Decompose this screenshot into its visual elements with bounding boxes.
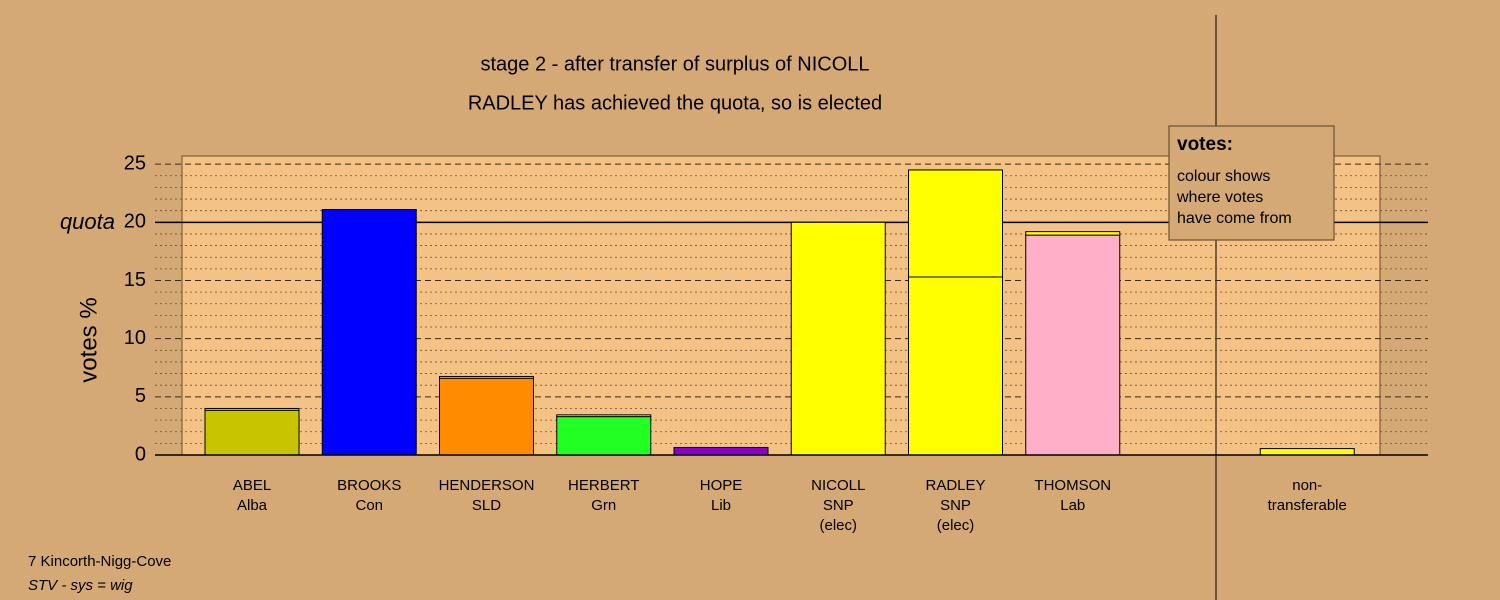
bar-segment: [321, 209, 417, 456]
legend-box: [1168, 125, 1335, 241]
legend-text: where votes: [1176, 189, 1263, 206]
bar-segment: [908, 276, 1003, 456]
x-tick-label: SNP: [823, 497, 854, 514]
y-axis-label: votes %: [75, 297, 102, 382]
bar-segment: [1025, 231, 1121, 236]
x-tick-label: SLD: [472, 497, 501, 514]
x-tick-label: transferable: [1268, 497, 1347, 514]
legend-text: colour shows: [1177, 168, 1270, 185]
footer: STV - sys = wig: [28, 577, 133, 594]
x-tick-label: HOPE: [700, 477, 743, 494]
y-tick-label: 10: [124, 327, 146, 349]
x-tick-label: Grn: [591, 497, 616, 514]
x-tick-label: HENDERSON: [439, 477, 535, 494]
x-tick-label: (elec): [819, 517, 857, 534]
y-tick-label: 15: [124, 269, 146, 291]
y-tick-label: 20: [124, 211, 146, 233]
bar-segment: [1025, 234, 1121, 456]
bar-segment: [439, 377, 534, 456]
x-tick-label: RADLEY: [925, 477, 985, 494]
bar-segment: [556, 414, 652, 418]
y-tick-label: 25: [124, 152, 146, 174]
x-tick-label: Lib: [711, 497, 731, 514]
chart-subtitle: RADLEY has achieved the quota, so is ele…: [468, 92, 882, 114]
bar-segment: [1259, 448, 1355, 456]
chart-title: stage 2 - after transfer of surplus of N…: [480, 53, 869, 75]
legend-title: votes:: [1177, 134, 1233, 155]
x-tick-label: (elec): [937, 517, 975, 534]
legend-text: have come from: [1177, 210, 1292, 227]
x-tick-label: Con: [355, 497, 383, 514]
bar-segment: [439, 375, 534, 379]
y-tick-label: 0: [135, 443, 146, 465]
x-tick-label: ABEL: [233, 477, 271, 494]
x-tick-label: NICOLL: [811, 477, 865, 494]
y-tick-label: 5: [135, 385, 146, 407]
bar-segment: [790, 221, 886, 456]
x-tick-label: Lab: [1060, 497, 1085, 514]
bar-segment: [204, 409, 300, 456]
x-tick-label: HERBERT: [568, 477, 639, 494]
x-tick-label: non-: [1292, 477, 1322, 494]
x-tick-label: THOMSON: [1034, 477, 1111, 494]
x-tick-label: BROOKS: [337, 477, 401, 494]
bar-segment: [556, 416, 652, 456]
bar-segment: [204, 407, 300, 411]
footer: 7 Kincorth-Nigg-Cove: [28, 553, 171, 570]
bar-segment: [908, 169, 1003, 278]
quota-label: quota: [60, 209, 115, 234]
bar-segment: [673, 446, 769, 456]
x-tick-label: SNP: [940, 497, 971, 514]
x-tick-label: Alba: [237, 497, 268, 514]
